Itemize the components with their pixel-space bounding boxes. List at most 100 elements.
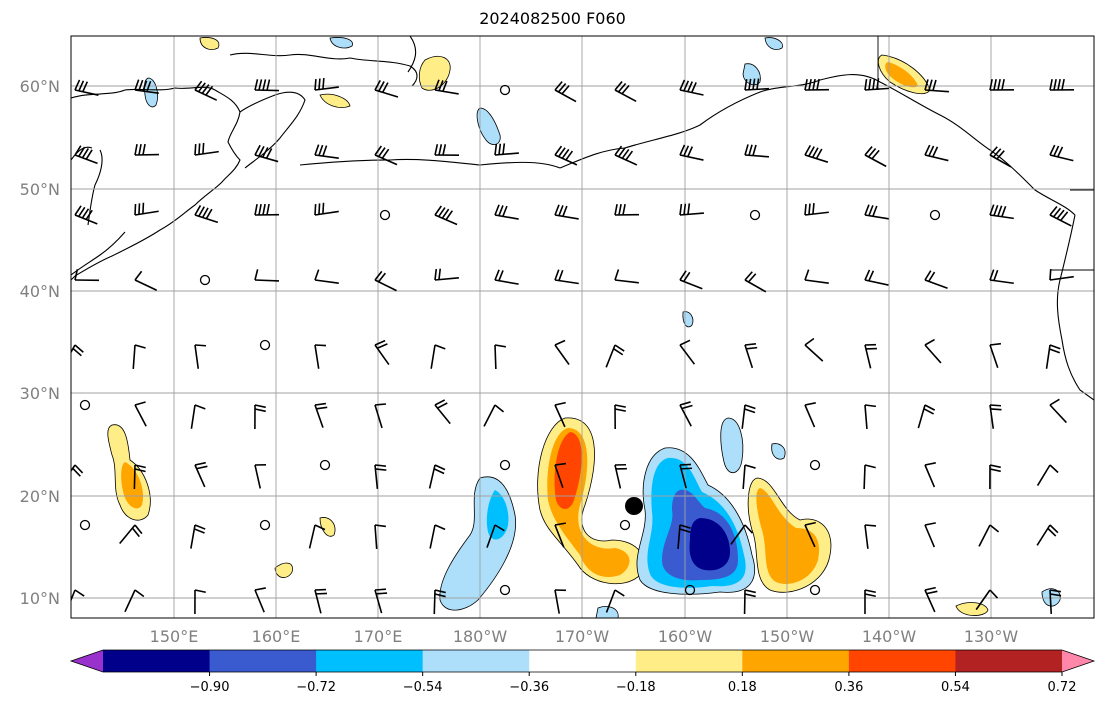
- colorbar-tick-label: 0.18: [728, 680, 757, 695]
- wind-barb: [924, 586, 938, 613]
- wind-barb: [314, 269, 339, 284]
- positive-field-hook-core: [554, 432, 582, 509]
- positive-field-west-core: [121, 462, 144, 509]
- wind-barb: [679, 270, 703, 290]
- lat-label: 50°N: [20, 180, 60, 199]
- lon-label: 130°W: [964, 627, 1019, 646]
- colorbar-segment: [209, 650, 317, 672]
- wind-barb: [254, 464, 267, 489]
- kamchatka-coastline: [239, 91, 306, 169]
- calm-wind-circle: [749, 209, 761, 221]
- wind-barb: [314, 344, 327, 369]
- north-america-coastline: [1056, 214, 1094, 401]
- lat-label: 20°N: [20, 487, 60, 506]
- wind-barb: [924, 462, 936, 488]
- wind-barb: [864, 269, 889, 286]
- lat-label: 40°N: [20, 282, 60, 301]
- wind-barb: [924, 270, 948, 289]
- wind-barb: [486, 524, 505, 548]
- colorbar-segment: [103, 650, 211, 672]
- wind-barb: [742, 464, 756, 489]
- wind-barb: [614, 269, 639, 284]
- wind-barb: [1049, 144, 1074, 162]
- wind-barb: [314, 588, 328, 614]
- wind-barb: [254, 404, 266, 430]
- storm-center-marker: [625, 497, 643, 515]
- wind-barb: [804, 402, 816, 428]
- colorbar-tick-label: 0.72: [1048, 680, 1077, 695]
- wind-barb: [864, 204, 889, 220]
- positive-field-small-4: [955, 602, 989, 616]
- wind-barb: [314, 402, 328, 428]
- wind-barb: [429, 524, 446, 549]
- wind-barb: [554, 204, 579, 220]
- colorbar-tick-label: −0.72: [296, 680, 336, 695]
- wind-barb: [134, 79, 159, 95]
- colorbar-segment: [529, 650, 637, 672]
- wind-barb: [744, 343, 758, 369]
- wind-barb: [434, 268, 459, 281]
- wind-barb: [374, 79, 399, 98]
- colorbar-segment: [422, 650, 530, 672]
- wind-barb: [989, 342, 1002, 368]
- wind-barb: [804, 145, 829, 163]
- wind-barb: [194, 461, 208, 488]
- lat-label: 30°N: [20, 384, 60, 403]
- lon-label: 160°W: [658, 627, 713, 646]
- wind-barb: [494, 269, 519, 285]
- wind-barb: [989, 464, 1001, 490]
- wind-barb: [74, 79, 99, 96]
- wind-barb: [730, 524, 753, 545]
- wind-barb: [74, 269, 100, 282]
- wind-barb: [1049, 398, 1067, 424]
- wind-barb: [804, 269, 829, 284]
- wind-barb: [134, 143, 160, 156]
- colorbar-tick-label: −0.36: [509, 680, 549, 695]
- negative-field-high: [689, 518, 730, 571]
- wind-barb: [614, 81, 637, 103]
- calm-wind-circle: [199, 274, 211, 286]
- calm-wind-circle: [79, 519, 91, 531]
- wind-barb: [804, 78, 830, 91]
- calm-wind-circle: [809, 584, 821, 596]
- lat-label: 10°N: [20, 589, 60, 608]
- wind-barb: [254, 269, 280, 282]
- wind-barb: [554, 462, 567, 488]
- lon-label: 170°W: [555, 627, 610, 646]
- wind-barb: [554, 269, 579, 285]
- colorbar-extend-low: [71, 650, 103, 672]
- coastline-layer: [71, 36, 1094, 401]
- wind-barb: [314, 202, 339, 216]
- wind-barb: [483, 404, 505, 427]
- wind-barb: [989, 146, 1012, 168]
- wind-barb: [924, 338, 942, 364]
- wind-barb: [434, 79, 459, 95]
- wind-barb: [864, 343, 877, 369]
- wind-barb: [744, 78, 770, 91]
- wind-barb: [374, 464, 387, 489]
- negative-field-top-2: [764, 37, 783, 50]
- wind-barb: [194, 344, 207, 369]
- wind-barb: [194, 589, 206, 615]
- wind-barb: [679, 463, 693, 489]
- map-frame: [70, 35, 1095, 619]
- japan-coastline: [71, 146, 126, 276]
- wind-barb: [679, 203, 704, 216]
- positive-field-east-core: [756, 488, 820, 584]
- wind-barb: [71, 344, 84, 357]
- colorbar-tick-label: −0.18: [616, 680, 656, 695]
- wind-barb: [190, 524, 206, 549]
- negative-field-small-4: [771, 443, 786, 460]
- colorbar-extend-high: [1062, 650, 1094, 672]
- wind-barb: [74, 145, 98, 165]
- wind-barb: [924, 144, 949, 162]
- wind-barb: [554, 522, 566, 548]
- wind-barb: [989, 404, 1002, 429]
- siberia-coastline: [229, 52, 418, 87]
- wind-barb: [308, 524, 326, 549]
- wind-barb: [71, 464, 84, 477]
- wind-barb: [554, 81, 577, 103]
- wind-barb: [374, 339, 390, 366]
- wind-barb: [924, 79, 949, 93]
